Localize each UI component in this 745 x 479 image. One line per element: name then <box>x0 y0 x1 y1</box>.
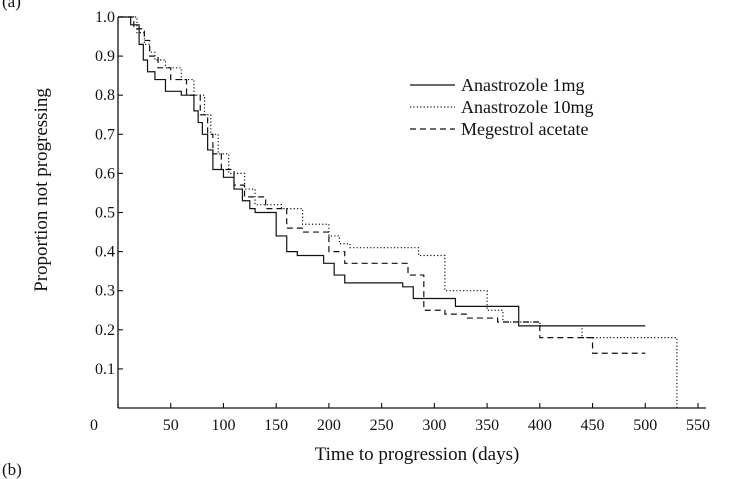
panel-label-b: (b) <box>2 460 22 479</box>
y-tick-label: 0.1 <box>95 361 115 378</box>
y-tick-label: 0.9 <box>95 48 115 65</box>
x-axis-title: Time to progression (days) <box>315 444 520 465</box>
series-line-2 <box>118 16 678 408</box>
y-tick-label: 0.8 <box>95 87 115 104</box>
y-tick-label: 0.5 <box>95 205 115 222</box>
panel-label-a: (a) <box>2 0 21 11</box>
y-tick-label: 0.2 <box>95 322 115 339</box>
x-tick-label: 0 <box>90 417 98 434</box>
legend-label-3: Megestrol acetate <box>461 119 588 139</box>
y-axis-title: Proportion not progressing <box>31 88 52 292</box>
x-tick-label: 400 <box>528 417 552 434</box>
series-line-1 <box>118 16 646 327</box>
y-tick-label: 0.7 <box>95 126 115 143</box>
axes <box>117 17 706 409</box>
x-tick-label: 350 <box>475 417 499 434</box>
x-tick-label: 300 <box>422 417 446 434</box>
tick-group: 0.1 0.2 0.3 0.4 0.5 0.6 0.7 0.8 0.9 1.0 0 50 100 150 2… <box>90 9 710 434</box>
y-tick-label: 0.6 <box>95 165 115 182</box>
y-tick-label: 0.4 <box>95 244 115 261</box>
series-line-3 <box>118 16 646 354</box>
x-tick-label: 100 <box>211 417 235 434</box>
y-tick-label: 1.0 <box>95 9 115 26</box>
legend-label-2: Anastrozole 10mg <box>461 97 593 117</box>
survival-chart: 0.1 0.2 0.3 0.4 0.5 0.6 0.7 0.8 0.9 1.0 0 50 100 150 2… <box>31 9 710 465</box>
x-tick-label: 150 <box>264 417 288 434</box>
figure: (a) (b) 0.1 0.2 0.3 0.4 0.5 0.6 0.7 0.8 0.9 1.0 0 5… <box>2 0 710 478</box>
series-group <box>118 16 678 408</box>
x-tick-label: 200 <box>317 417 341 434</box>
y-tick-label: 0.3 <box>95 283 115 300</box>
legend-label-1: Anastrozole 1mg <box>461 75 584 95</box>
x-tick-label: 50 <box>163 417 179 434</box>
x-tick-label: 500 <box>633 417 657 434</box>
x-tick-label: 550 <box>686 417 710 434</box>
x-tick-label: 450 <box>581 417 605 434</box>
x-tick-label: 250 <box>370 417 394 434</box>
